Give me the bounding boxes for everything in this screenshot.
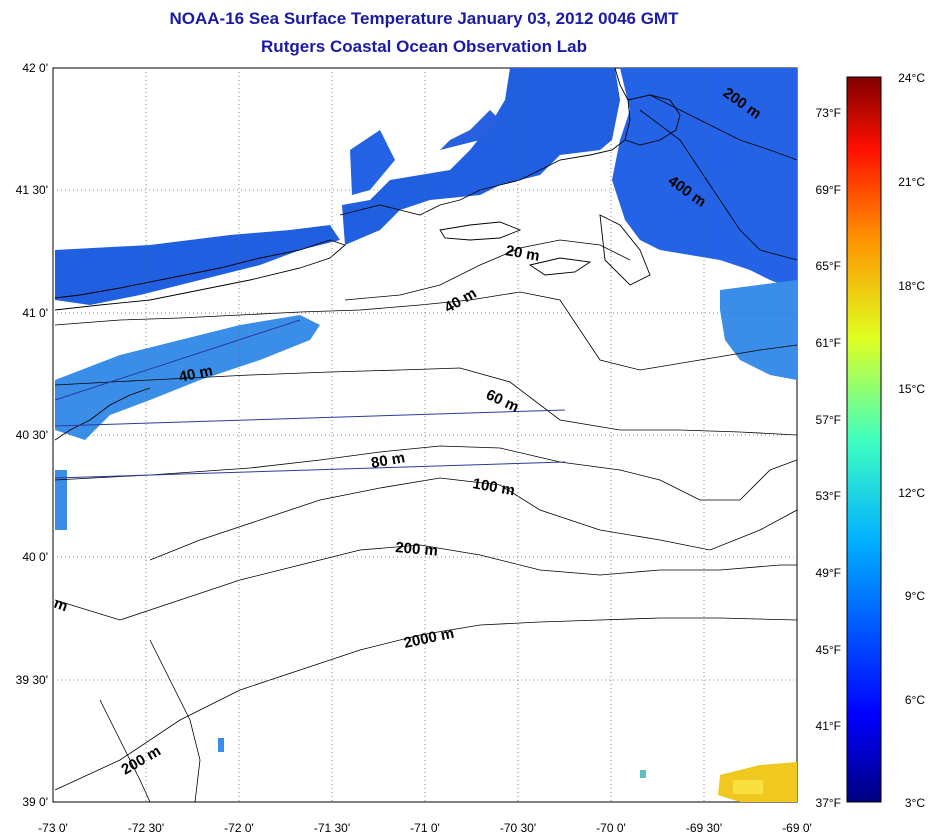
celsius-label: 6°C	[905, 693, 925, 707]
lon-label: -72 30'	[128, 821, 164, 835]
lon-label: -71 0'	[410, 821, 440, 835]
lat-label: 40 30'	[16, 428, 48, 442]
lon-label: -69 30'	[686, 821, 722, 835]
lat-label: 42 0'	[22, 61, 48, 75]
coastline-nantucket	[528, 257, 592, 276]
sst-patch-narrows	[440, 110, 500, 150]
track-line	[54, 461, 566, 479]
longitude-axis: -73 0' -72 30' -72 0' -71 30' -71 0' -70…	[38, 821, 812, 835]
contour-40m	[54, 291, 797, 371]
contour-80m	[54, 445, 797, 501]
coastline-long-island	[54, 239, 346, 311]
fahrenheit-scale: 73°F 69°F 65°F 61°F 57°F 53°F 49°F 45°F …	[816, 106, 841, 810]
sst-data-layer	[55, 68, 797, 802]
lon-label: -69 0'	[782, 821, 812, 835]
fahrenheit-label: 73°F	[816, 106, 841, 120]
track-line	[54, 319, 301, 401]
celsius-label: 9°C	[905, 589, 925, 603]
sst-speck	[218, 738, 224, 752]
fahrenheit-label: 65°F	[816, 259, 841, 273]
lat-label: 41 0'	[22, 306, 48, 320]
track-line	[54, 409, 566, 427]
lon-label: -73 0'	[38, 821, 68, 835]
contour-2000m	[54, 617, 797, 791]
fahrenheit-label: 49°F	[816, 566, 841, 580]
contour-20m	[344, 239, 631, 301]
sst-patch-long-island	[55, 225, 340, 305]
contour-label: 200 m	[395, 539, 439, 560]
colorbar	[846, 76, 882, 803]
contour-60m	[54, 367, 797, 436]
lon-label: -70 0'	[596, 821, 626, 835]
lat-label: 39 0'	[22, 795, 48, 809]
coastline-nj	[54, 387, 151, 441]
sst-patch-east	[720, 280, 797, 380]
latitude-axis: 42 0' 41 30' 41 0' 40 30' 40 0' 39 30' 3…	[16, 61, 48, 809]
map-subtitle: Rutgers Coastal Ocean Observation Lab	[261, 37, 587, 56]
sst-patch-nj	[55, 470, 67, 530]
fahrenheit-label: 53°F	[816, 489, 841, 503]
fahrenheit-label: 69°F	[816, 183, 841, 197]
sst-patch-cape-cod	[342, 68, 620, 245]
coastline-cape-tip	[599, 214, 651, 286]
contour-200m-shelf	[54, 544, 797, 621]
lon-label: -72 0'	[224, 821, 254, 835]
fahrenheit-label: 57°F	[816, 413, 841, 427]
sst-patch-warm-core	[733, 780, 763, 794]
celsius-scale: 24°C 21°C 18°C 15°C 12°C 9°C 6°C 3°C	[898, 71, 925, 810]
contour-gulf-maine	[639, 109, 797, 261]
sst-patch-south-shore	[55, 315, 320, 440]
contour-canyon-2	[99, 699, 151, 802]
sst-patch-sound	[350, 130, 395, 195]
contour-label: 40 m	[177, 362, 214, 386]
celsius-label: 18°C	[898, 279, 925, 293]
coastline-ri-ma	[339, 68, 631, 216]
lat-label: 40 0'	[22, 550, 48, 564]
celsius-label: 21°C	[898, 175, 925, 189]
celsius-label: 12°C	[898, 486, 925, 500]
lat-label: 39 30'	[16, 673, 48, 687]
fahrenheit-label: 37°F	[816, 796, 841, 810]
contour-gulf-maine-2	[649, 94, 797, 161]
contour-label: 20 m	[504, 242, 541, 265]
sst-speck	[640, 770, 646, 778]
contour-label: 80 m	[370, 449, 407, 472]
fahrenheit-label: 41°F	[816, 719, 841, 733]
graticule	[53, 68, 797, 802]
celsius-label: 24°C	[898, 71, 925, 85]
lat-label: 41 30'	[16, 183, 48, 197]
coastline-layer	[54, 68, 681, 441]
celsius-label: 15°C	[898, 382, 925, 396]
map-title: NOAA-16 Sea Surface Temperature January …	[169, 9, 679, 28]
celsius-label: 3°C	[905, 796, 925, 810]
coastline-islands	[439, 221, 522, 241]
contour-label: m	[52, 595, 70, 616]
fahrenheit-label: 45°F	[816, 643, 841, 657]
lon-label: -70 30'	[500, 821, 536, 835]
contour-100m	[149, 477, 797, 561]
contour-canyon	[149, 639, 201, 802]
fahrenheit-label: 61°F	[816, 336, 841, 350]
coastline-cape-cod-arm	[624, 94, 681, 146]
lon-label: -71 30'	[314, 821, 350, 835]
track-lines	[54, 319, 566, 479]
bathymetry-contours	[54, 94, 797, 802]
